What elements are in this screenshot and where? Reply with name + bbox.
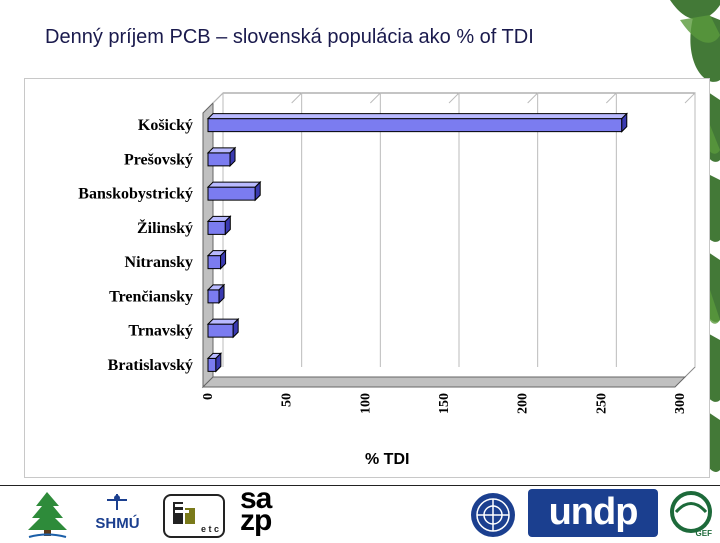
y-category-label: Bratislavský bbox=[108, 357, 193, 374]
etc-text: e t c bbox=[200, 524, 219, 534]
sazp-text-bottom: zp bbox=[240, 504, 272, 537]
undp-logo: undp bbox=[528, 489, 658, 537]
x-tick-label: 200 bbox=[516, 393, 531, 414]
gridline-top bbox=[527, 92, 539, 104]
plot-floor bbox=[201, 376, 687, 388]
bar bbox=[207, 323, 234, 338]
etc-logo: e t c bbox=[163, 494, 225, 538]
gef-globe-icon bbox=[670, 491, 712, 533]
un-emblem-icon bbox=[471, 493, 515, 537]
y-category-label: Košický bbox=[138, 117, 193, 134]
bar-end bbox=[621, 112, 628, 133]
gridline-top bbox=[369, 92, 381, 104]
x-axis-title: % TDI bbox=[365, 451, 410, 468]
bar bbox=[207, 255, 222, 270]
tree-logo bbox=[28, 492, 67, 538]
y-category-label: Žilinský bbox=[137, 218, 193, 237]
slide-title: Denný príjem PCB – slovenská populácia a… bbox=[45, 26, 534, 48]
logo-strip: SHMÚ e t c sa zp undp GEF bbox=[0, 482, 720, 541]
gridline-top bbox=[212, 92, 224, 104]
sazp-text-top: sa bbox=[240, 482, 272, 515]
bar-end bbox=[232, 317, 239, 339]
bar bbox=[207, 152, 231, 167]
plot-side-wall bbox=[202, 101, 214, 389]
bar-top bbox=[206, 113, 628, 120]
bar bbox=[207, 357, 217, 372]
bar bbox=[207, 289, 220, 304]
bar bbox=[207, 186, 256, 201]
building-icon bbox=[173, 502, 195, 524]
y-category-label: Trenčiansky bbox=[109, 288, 193, 305]
plot-wall bbox=[212, 92, 696, 378]
undp-text: undp bbox=[548, 491, 639, 533]
x-tick-label: 0 bbox=[201, 393, 216, 400]
gridline-top bbox=[684, 92, 696, 104]
gridline-top bbox=[605, 92, 617, 104]
bar-end bbox=[215, 352, 222, 373]
bar-end bbox=[220, 249, 227, 270]
y-category-label: Trnavský bbox=[128, 323, 193, 340]
x-tick-label: 150 bbox=[437, 393, 452, 414]
x-tick-label: 300 bbox=[673, 393, 688, 414]
chart-frame: 0 50 100 150 200 250 300 Košický Prešovský Bansko… bbox=[24, 78, 710, 478]
gef-logo: GEF bbox=[666, 490, 716, 538]
bar-end bbox=[254, 180, 261, 202]
y-category-label: Nitransky bbox=[125, 254, 193, 271]
gridline-top bbox=[448, 92, 460, 104]
bar-top bbox=[206, 181, 262, 188]
bar-end bbox=[218, 283, 225, 305]
antenna-icon bbox=[107, 494, 127, 510]
bar-end bbox=[224, 215, 231, 236]
bar-chart: 0 50 100 150 200 250 300 Košický Prešovský Bansko… bbox=[78, 92, 696, 414]
gef-text: GEF bbox=[695, 529, 712, 538]
shmu-text: SHMÚ bbox=[95, 515, 140, 532]
sazp-logo: sa zp bbox=[240, 482, 295, 538]
y-category-label: Prešovský bbox=[124, 151, 193, 168]
bar bbox=[207, 220, 226, 235]
x-tick-label: 250 bbox=[594, 393, 609, 414]
gridline-top bbox=[291, 92, 303, 104]
x-tick-label: 100 bbox=[358, 393, 373, 414]
y-category-label: Banskobystrický bbox=[78, 186, 193, 203]
bar bbox=[207, 118, 623, 133]
shmu-logo: SHMÚ bbox=[85, 494, 150, 534]
bar-end bbox=[229, 146, 236, 168]
x-tick-label: 50 bbox=[280, 393, 295, 407]
